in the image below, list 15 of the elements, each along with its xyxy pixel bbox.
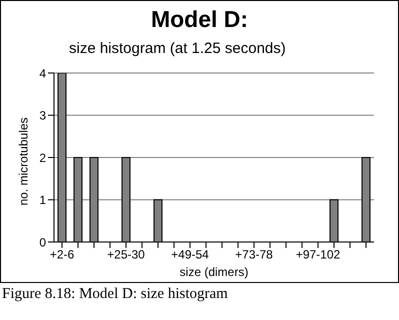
- chart-subtitle: size histogram (at 1.25 seconds): [69, 40, 286, 57]
- y-tick-label: 2: [39, 150, 46, 165]
- x-tick-label: +73-78: [235, 248, 274, 262]
- x-tick-label: +25-30: [107, 248, 146, 262]
- x-tick-label: +2-6: [50, 248, 74, 262]
- y-axis-title: no. microtubules: [16, 117, 30, 206]
- y-tick-label: 1: [39, 193, 46, 208]
- caption: Figure 8.18: Model D: size histogram: [2, 286, 228, 303]
- y-tick-label: 3: [39, 108, 46, 123]
- x-tick-label: +49-54: [171, 248, 210, 262]
- chart-title: Model D:: [150, 6, 250, 33]
- x-axis-title: size (dimers): [180, 265, 248, 279]
- y-tick-label: 4: [39, 66, 46, 80]
- y-tick-label: 0: [39, 235, 46, 250]
- x-tick-label: +97-102: [296, 248, 341, 262]
